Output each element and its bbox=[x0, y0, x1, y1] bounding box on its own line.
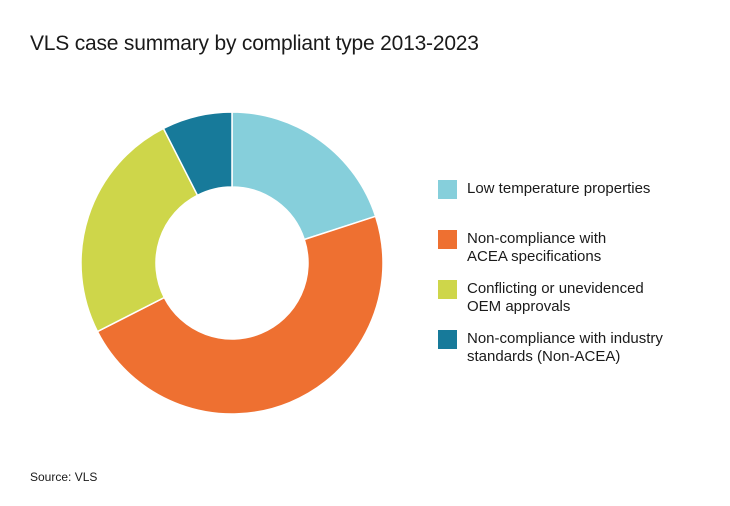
legend-swatch-oem-approvals bbox=[438, 280, 457, 299]
legend-swatch-low-temperature bbox=[438, 180, 457, 199]
donut-slice-acea-specifications bbox=[96, 215, 384, 415]
donut-slice-industry-standards bbox=[162, 111, 233, 197]
legend-item-industry-standards: Non-compliance with industry standards (… bbox=[438, 330, 707, 366]
legend-item-low-temperature: Low temperature properties bbox=[438, 180, 707, 199]
legend-label-oem-approvals: Conflicting or unevidenced OEM approvals bbox=[467, 280, 644, 315]
legend-item-oem-approvals: Conflicting or unevidenced OEM approvals bbox=[438, 280, 707, 316]
source-note: Source: VLS bbox=[30, 470, 98, 484]
legend-label-industry-standards: Non-compliance with industry standards (… bbox=[467, 330, 663, 365]
donut-slices bbox=[80, 111, 384, 415]
chart-title: VLS case summary by compliant type 2013-… bbox=[30, 32, 479, 55]
donut-slice-low-temperature bbox=[231, 111, 377, 241]
legend-label-low-temperature: Low temperature properties bbox=[467, 180, 651, 197]
legend-swatch-acea-specifications bbox=[438, 230, 457, 249]
donut-slice-oem-approvals bbox=[80, 127, 199, 333]
legend-label-acea-specifications: Non-compliance with ACEA specifications bbox=[467, 230, 607, 265]
legend-item-acea-specifications: Non-compliance with ACEA specifications bbox=[438, 230, 707, 266]
legend-swatch-industry-standards bbox=[438, 330, 457, 349]
